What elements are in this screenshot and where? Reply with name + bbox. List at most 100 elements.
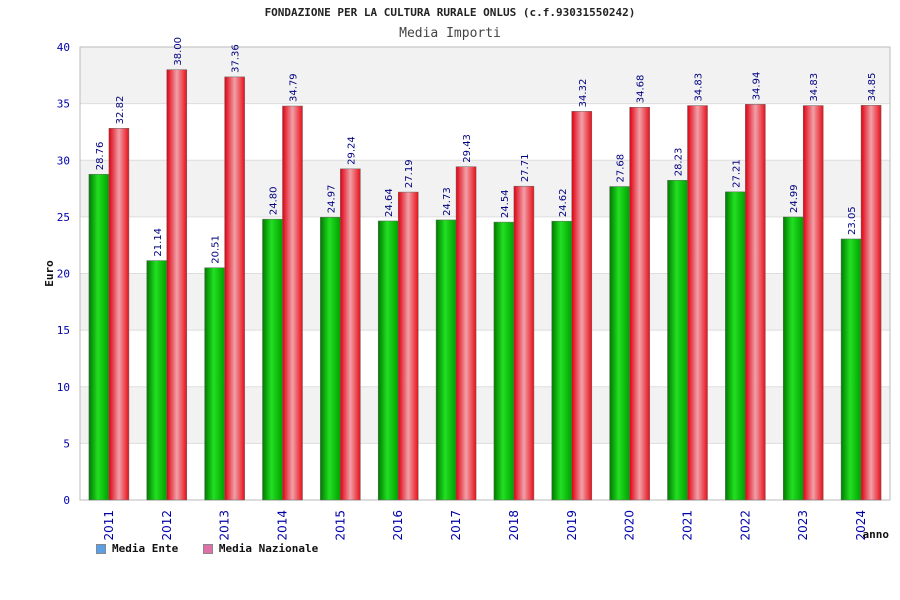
bar-media-nazionale [166,69,188,501]
bar-media-nazionale [745,104,766,501]
plot-frame [79,46,891,501]
x-tick-label: 2020 [623,510,637,541]
bar-media-ente [782,216,804,501]
bar-media-nazionale [340,168,361,501]
data-label-media-nazionale: 27.19 [404,159,415,188]
data-label-media-ente: 28.23 [674,148,685,177]
data-label-media-ente: 27.68 [616,154,627,183]
bar-media-nazionale [108,128,130,501]
grid-band [80,216,890,274]
y-tick-label: 0 [63,494,70,507]
bar-media-ente [320,216,341,501]
x-tick-label: 2017 [449,510,463,541]
x-tick-label: 2018 [507,510,521,541]
grid-band [80,443,890,500]
bar-media-ente [88,174,110,501]
x-axis-title: anno [863,528,890,541]
bar-media-ente [725,191,746,501]
bar-media-nazionale [224,76,245,501]
data-label-media-nazionale: 34.68 [636,75,647,104]
data-label-media-ente: 24.99 [789,184,800,213]
data-label-media-nazionale: 29.43 [462,134,473,163]
x-tick-label: 2016 [391,510,405,541]
x-tick-label: 2022 [738,510,752,541]
x-tick-label: 2015 [333,510,347,541]
bar-media-nazionale [629,106,650,501]
data-label-media-nazionale: 34.79 [289,73,300,102]
grid-band [80,47,890,104]
y-tick-label: 5 [63,437,70,450]
bar-media-nazionale [282,105,303,501]
data-label-media-nazionale: 34.83 [809,73,820,102]
data-label-media-nazionale: 34.32 [578,79,589,108]
bar-media-ente [146,260,168,501]
data-label-media-ente: 24.97 [326,185,337,214]
data-label-media-nazionale: 38.00 [173,37,184,66]
chart-title: FONDAZIONE PER LA CULTURA RURALE ONLUS (… [264,6,636,19]
data-label-media-ente: 21.14 [153,228,164,257]
legend-label: Media Nazionale [218,542,319,555]
legend-item-media-ente: Media Ente [96,542,178,555]
y-tick-label: 30 [57,154,70,167]
data-label-media-nazionale: 34.83 [694,73,705,102]
data-label-media-nazionale: 29.24 [346,136,357,165]
data-label-media-ente: 28.76 [95,142,106,171]
data-label-media-nazionale: 32.82 [115,96,126,125]
legend: Media Ente Media Nazionale [96,542,336,555]
x-tick-label: 2019 [565,510,579,541]
data-label-media-ente: 24.80 [269,186,280,215]
bar-media-ente [435,219,457,501]
data-label-media-ente: 24.64 [384,188,395,217]
data-label-media-ente: 23.05 [847,206,858,235]
data-label-media-nazionale: 34.85 [867,73,878,102]
bar-media-nazionale [397,191,419,501]
bar-media-ente [204,267,225,501]
y-tick-label: 35 [57,98,70,111]
grid-band [80,330,890,387]
bar-media-ente [493,221,515,501]
legend-swatch [202,544,213,554]
bar-media-nazionale [802,105,824,501]
bar-media-ente [551,220,573,501]
bar-media-nazionale [571,111,593,501]
data-label-media-ente: 27.21 [731,159,742,188]
x-tick-label: 2012 [160,510,174,541]
y-tick-label: 25 [57,211,70,224]
chart-subtitle: Media Importi [399,26,501,41]
data-label-media-nazionale: 27.71 [520,154,531,183]
legend-label: Media Ente [112,542,179,555]
x-tick-label: 2023 [796,510,810,541]
bar-media-ente [377,220,399,501]
data-label-media-ente: 24.73 [442,187,453,216]
grid-band [80,273,890,331]
data-label-media-nazionale: 37.36 [231,44,242,73]
y-axis-title: Euro [43,260,56,287]
data-label-media-nazionale: 34.94 [751,72,762,101]
x-tick-label: 2011 [102,510,116,541]
bar-media-ente [840,238,862,501]
x-tick-label: 2013 [218,510,232,541]
y-tick-label: 10 [57,381,70,394]
legend-item-media-nazionale: Media Nazionale [202,542,319,555]
grid-band [80,386,890,444]
data-label-media-ente: 20.51 [211,235,222,264]
data-label-media-ente: 24.62 [558,189,569,218]
legend-swatch [96,544,106,554]
y-tick-label: 20 [57,268,70,281]
grid-band [80,160,890,217]
y-tick-label: 40 [57,41,70,54]
bar-media-nazionale [513,185,535,501]
x-tick-label: 2024 [854,510,868,541]
bar-media-nazionale [860,105,882,501]
bar-media-nazionale [687,105,708,501]
x-tick-label: 2014 [276,510,290,541]
bar-media-nazionale [455,166,477,501]
x-tick-label: 2021 [681,510,695,541]
data-label-media-ente: 24.54 [500,189,511,218]
bar-media-ente [667,180,688,501]
bar-media-ente [609,186,630,501]
bar-media-ente [262,218,283,501]
y-tick-label: 15 [57,324,70,337]
grid-band [80,103,890,161]
